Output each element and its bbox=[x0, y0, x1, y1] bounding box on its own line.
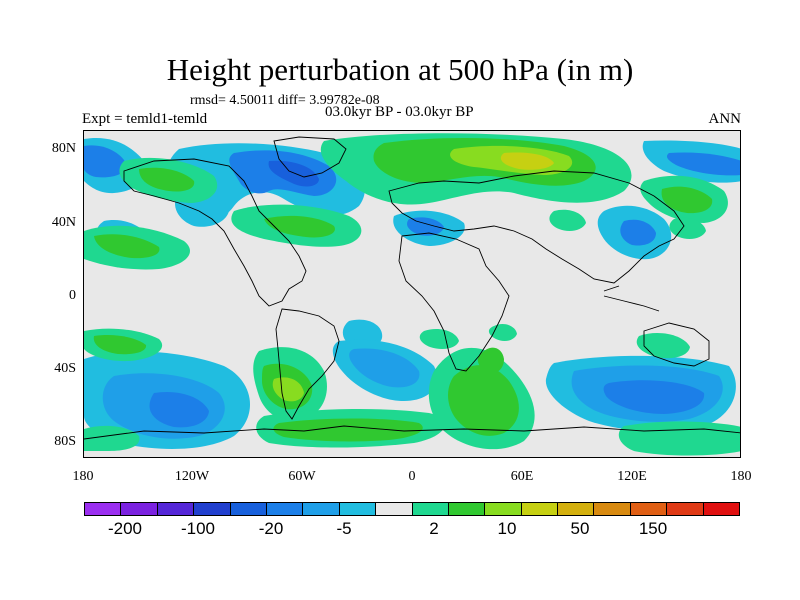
colorbar bbox=[84, 502, 740, 516]
colorbar-swatch bbox=[703, 503, 740, 515]
lon-label-60w: 60W bbox=[288, 469, 316, 484]
colorbar-label: 150 bbox=[638, 519, 668, 538]
colorbar-label: -5 bbox=[336, 519, 352, 538]
colorbar-label: 2 bbox=[429, 519, 439, 538]
colorbar-swatch bbox=[85, 503, 122, 515]
map-canvas bbox=[84, 131, 740, 457]
experiment-label: Expt = temld1-temld bbox=[82, 111, 208, 127]
lat-label-80s: 80S bbox=[54, 434, 76, 449]
colorbar-swatch bbox=[266, 503, 304, 515]
colorbar-label: -20 bbox=[258, 519, 284, 538]
lat-label-80n: 80N bbox=[51, 141, 76, 156]
colorbar-swatch bbox=[448, 503, 486, 515]
stats-text: rmsd= 4.50011 diff= 3.99782e-08 bbox=[190, 93, 380, 108]
colorbar-swatch bbox=[594, 503, 631, 515]
colorbar-swatch bbox=[558, 503, 595, 515]
lon-label-180e: 180 bbox=[730, 469, 752, 484]
field-green-south bbox=[84, 328, 740, 456]
lon-label-0: 0 bbox=[408, 469, 416, 484]
colorbar-swatch bbox=[303, 503, 340, 515]
colorbar-swatch bbox=[339, 503, 377, 515]
field-blue-south bbox=[84, 339, 736, 449]
colorbar-swatch bbox=[667, 503, 704, 515]
lat-label-0: 0 bbox=[69, 288, 76, 303]
colorbar-swatch bbox=[376, 503, 413, 515]
map-panel bbox=[83, 130, 741, 458]
lon-label-120e: 120E bbox=[617, 469, 647, 484]
colorbar-swatch bbox=[230, 503, 267, 515]
lon-label-60e: 60E bbox=[510, 469, 534, 484]
colorbar-swatch bbox=[630, 503, 668, 515]
colorbar-swatch bbox=[412, 503, 449, 515]
season-label: ANN bbox=[708, 111, 742, 127]
coastlines bbox=[84, 136, 740, 440]
period-label: 03.0kyr BP - 03.0kyr BP bbox=[325, 104, 474, 120]
plot-title: Height perturbation at 500 hPa (in m) bbox=[166, 52, 634, 87]
lon-label-180w: 180 bbox=[72, 469, 94, 484]
colorbar-swatch bbox=[194, 503, 231, 515]
lon-label-120w: 120W bbox=[174, 469, 210, 484]
colorbar-label: -100 bbox=[180, 519, 216, 538]
colorbar-swatch bbox=[521, 503, 559, 515]
colorbar-label: -200 bbox=[107, 519, 143, 538]
lat-label-40n: 40N bbox=[51, 215, 76, 230]
lat-label-40s: 40S bbox=[54, 361, 76, 376]
colorbar-label: 10 bbox=[497, 519, 517, 538]
colorbar-swatch bbox=[121, 503, 158, 515]
colorbar-swatch bbox=[485, 503, 522, 515]
colorbar-swatch bbox=[157, 503, 195, 515]
colorbar-label: 50 bbox=[570, 519, 590, 538]
